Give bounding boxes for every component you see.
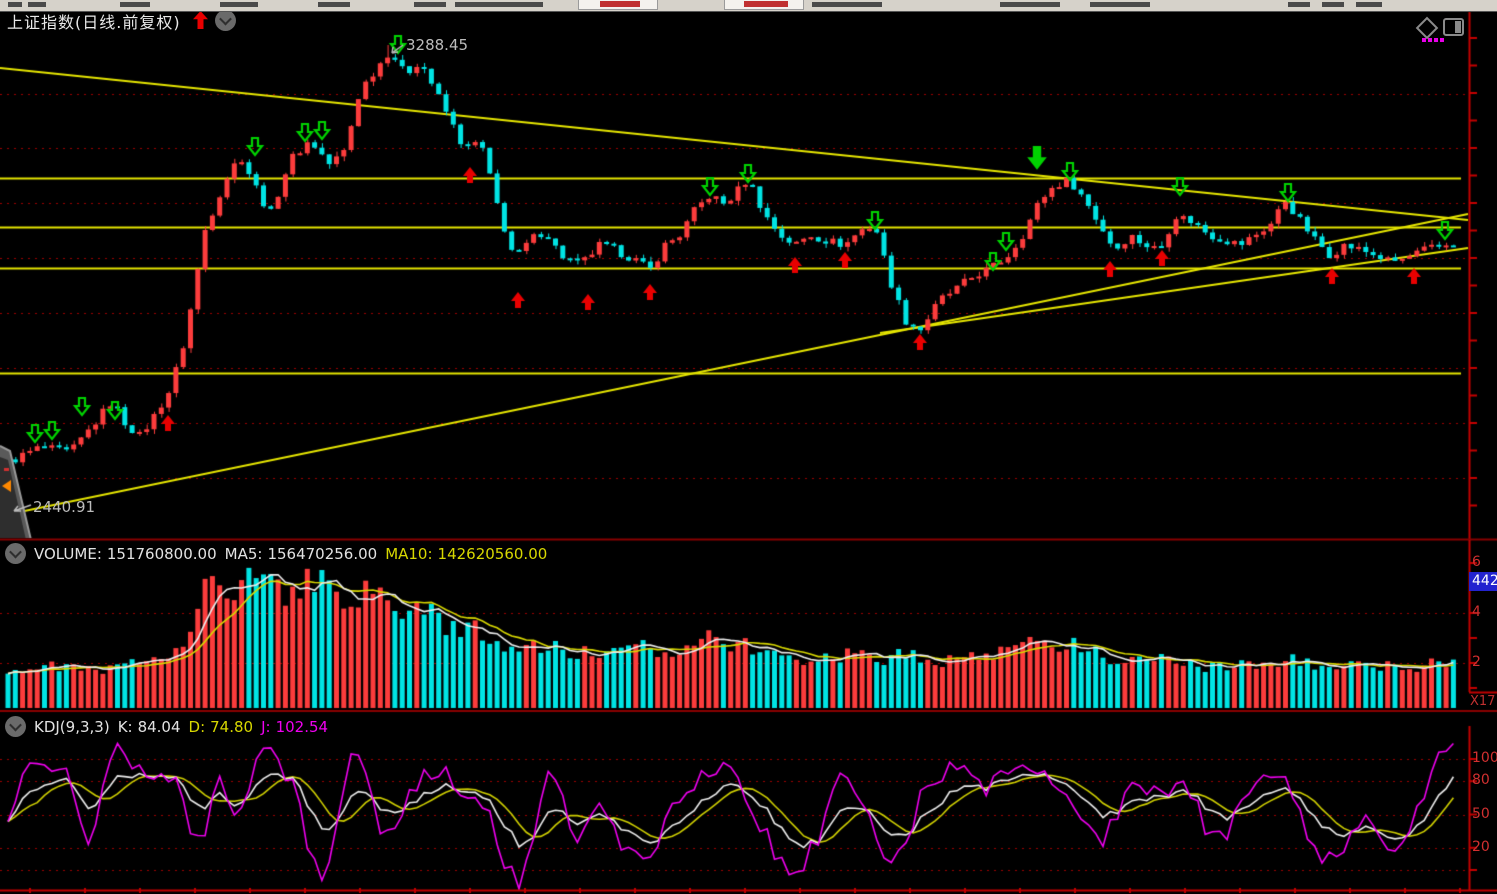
menubar-item-fragment[interactable] <box>812 2 882 7</box>
j-value: 102.54 <box>275 717 329 736</box>
split-panel-icon[interactable] <box>1443 18 1464 36</box>
chevron-down-icon <box>9 718 22 732</box>
trough-price-label: 2440.91 <box>33 498 96 516</box>
volume-axis-label: 6 <box>1472 554 1481 570</box>
magenta-dots-indicator <box>1422 38 1444 42</box>
kdj-axis-label: 100 <box>1472 750 1497 766</box>
menubar-item-fragment[interactable] <box>1090 2 1150 7</box>
collapse-main-pane-button[interactable] <box>215 10 236 31</box>
k-value: 84.04 <box>137 717 181 736</box>
ma10-value: 142620560.00 <box>437 544 548 563</box>
kdj-name: KDJ(9,3,3) <box>34 717 110 736</box>
kdj-axis-label: 20 <box>1472 838 1490 855</box>
menubar-item-fragment[interactable] <box>414 2 446 7</box>
chart-title: 上证指数(日线.前复权) <box>7 13 181 32</box>
volume-axis-label: 4 <box>1472 604 1481 620</box>
menubar-icon-fragment[interactable] <box>1356 2 1382 7</box>
menubar-icon-fragment[interactable] <box>1288 2 1310 7</box>
menubar-item-fragment[interactable] <box>455 2 543 7</box>
ma5-value: 156470256.00 <box>267 544 378 563</box>
menubar-item-fragment[interactable] <box>120 2 150 7</box>
kdj-axis-label: 50 <box>1472 805 1490 822</box>
volume-pane-header: VOLUME: 151760800.00 MA5: 156470256.00 MA1… <box>5 543 547 564</box>
menubar-item-fragment[interactable] <box>1000 2 1060 7</box>
menubar-item-fragment[interactable] <box>28 2 46 7</box>
volume-unit-label: X17 <box>1470 694 1496 709</box>
menubar-button-text-fragment[interactable] <box>600 1 640 7</box>
peak-price-label: 3288.45 <box>406 36 469 54</box>
ma10-label: MA10: <box>385 544 433 563</box>
chevron-down-icon <box>9 545 22 559</box>
volume-label: VOLUME: <box>34 544 102 563</box>
d-label: D: <box>188 717 206 736</box>
ma5-label: MA5: <box>224 544 263 563</box>
menubar-icon-fragment[interactable] <box>1322 2 1344 7</box>
collapse-volume-pane-button[interactable] <box>5 543 26 564</box>
kdj-axis-label: 80 <box>1472 772 1490 789</box>
d-value: 74.80 <box>210 717 254 736</box>
volume-axis-label: 2 <box>1472 654 1481 670</box>
top-menubar-clipped[interactable] <box>0 0 1497 12</box>
chevron-down-icon <box>219 12 232 26</box>
volume-value: 151760800.00 <box>106 544 217 563</box>
current-volume-badge: 442 <box>1469 572 1497 591</box>
j-label: J: <box>261 717 271 736</box>
menubar-item-fragment[interactable] <box>220 2 258 7</box>
kdj-pane-header: KDJ(9,3,3) K: 84.04 D: 74.80 J: 102.54 <box>5 716 328 737</box>
collapse-kdj-pane-button[interactable] <box>5 716 26 737</box>
menubar-button-text-fragment[interactable] <box>744 1 788 7</box>
k-label: K: <box>117 717 133 736</box>
menubar-item-fragment[interactable] <box>8 2 22 7</box>
menubar-item-fragment[interactable] <box>318 2 350 7</box>
